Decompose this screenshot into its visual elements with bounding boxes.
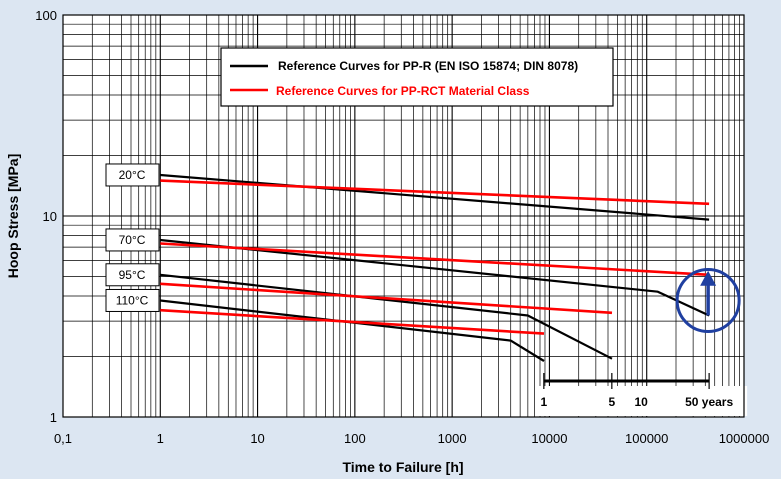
- series-line: [160, 242, 710, 277]
- highlight-circle: [675, 267, 741, 333]
- temperature-label-box: [105, 263, 160, 287]
- y-tick-label: 1: [50, 410, 57, 425]
- temperature-label: 20°C: [119, 168, 146, 182]
- temperature-label-box: [105, 163, 160, 187]
- legend-box: [220, 47, 614, 107]
- legend: Reference Curves for PP-R (EN ISO 15874;…: [220, 47, 614, 107]
- temperature-label: 95°C: [119, 268, 146, 282]
- y-axis-title: Hoop Stress [MPa]: [5, 154, 21, 278]
- series-line: [160, 179, 710, 206]
- x-tick-label: 1000000: [719, 431, 770, 446]
- temperature-label: 110°C: [116, 293, 149, 307]
- years-label: 10: [634, 395, 648, 409]
- series-line: [160, 299, 545, 362]
- temperature-label: 70°C: [119, 233, 146, 247]
- years-scale-background: [535, 386, 748, 416]
- highlight-group: [675, 267, 741, 333]
- legend-label-pp-r: Reference Curves for PP-R (EN ISO 15874;…: [278, 59, 578, 73]
- series-line: [160, 173, 710, 221]
- years-label: 1: [540, 395, 547, 409]
- x-axis-title: Time to Failure [h]: [342, 459, 463, 475]
- y-tick-label: 10: [43, 209, 57, 224]
- x-tick-label: 0,1: [54, 431, 72, 446]
- years-scale: 1 5 10 50 years: [535, 373, 748, 416]
- temperature-label-box: [105, 228, 160, 252]
- x-tick-label: 1: [157, 431, 164, 446]
- series-line: [160, 308, 545, 335]
- x-tick-label: 10: [250, 431, 264, 446]
- x-tick-label: 10000: [531, 431, 567, 446]
- series-line: [160, 273, 613, 360]
- legend-label-pp-rct: Reference Curves for PP-RCT Material Cla…: [276, 84, 530, 98]
- series-line: [160, 238, 710, 317]
- years-label: 50 years: [685, 395, 733, 409]
- x-tick-label: 100000: [625, 431, 668, 446]
- plot-border: [62, 14, 745, 418]
- years-label: 5: [608, 395, 615, 409]
- grid: [63, 15, 744, 417]
- series-group: [160, 173, 710, 362]
- x-tick-label: 100: [344, 431, 366, 446]
- temperature-label-box: [105, 288, 160, 312]
- tick-labels: 0,1 1 10 100 1000 10000 100000 1000000 1 10 100: [35, 8, 769, 446]
- y-tick-label: 100: [35, 8, 57, 23]
- highlight-arrow-head: [700, 270, 717, 286]
- x-tick-label: 1000: [438, 431, 467, 446]
- series-line: [160, 282, 613, 315]
- temperature-labels: 20°C 70°C 95°C 110°C: [105, 163, 160, 312]
